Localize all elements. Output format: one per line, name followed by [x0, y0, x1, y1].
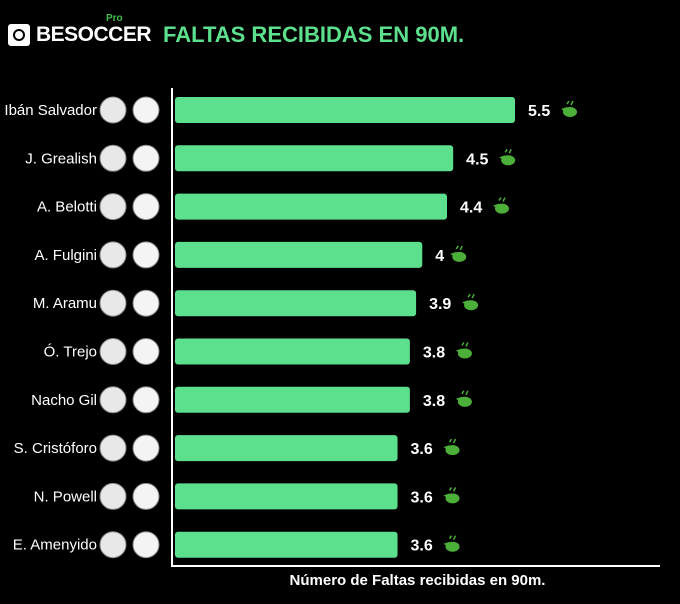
bar	[175, 483, 398, 510]
whistle-icon	[455, 342, 472, 359]
whistle-icon	[443, 438, 460, 456]
player-avatar	[99, 289, 127, 317]
whistle-icon	[455, 390, 472, 407]
bar	[175, 531, 398, 558]
whistle-icon	[499, 148, 516, 166]
club-crest	[132, 241, 160, 269]
player-avatar	[99, 338, 127, 365]
club-crest	[132, 482, 160, 510]
value-label: 4	[435, 248, 444, 265]
category-label: A. Belotti	[37, 199, 97, 216]
bar	[175, 193, 447, 220]
value-label: 3.6	[411, 538, 433, 555]
bar	[175, 290, 417, 317]
whistle-icon	[450, 245, 467, 262]
category-label: S. Cristóforo	[14, 440, 97, 457]
value-label: 5.5	[528, 103, 550, 120]
player-avatar	[99, 96, 127, 124]
category-label: E. Amenyido	[13, 537, 97, 554]
bar	[175, 145, 454, 172]
club-crest	[132, 289, 160, 317]
club-crest	[132, 531, 160, 559]
bar	[175, 435, 398, 462]
category-label: N. Powell	[34, 488, 97, 505]
player-avatar	[99, 193, 127, 221]
player-avatar	[99, 241, 127, 269]
club-crest	[132, 193, 160, 221]
bar	[175, 338, 410, 365]
category-label: J. Grealish	[25, 150, 97, 167]
whistle-icon	[462, 293, 479, 311]
player-avatar	[99, 144, 127, 172]
club-crest	[132, 338, 160, 365]
value-label: 4.4	[460, 200, 482, 217]
value-label: 4.5	[466, 151, 488, 168]
pro-badge: Pro	[106, 13, 123, 24]
header: BESOCCER Pro FALTAS RECIBIDAS EN 90M.	[8, 13, 465, 52]
club-crest	[132, 144, 160, 172]
value-label: 3.9	[429, 296, 451, 313]
brand-text: BESOCCER	[36, 23, 152, 46]
whistle-icon	[443, 486, 460, 504]
player-avatar	[99, 386, 127, 414]
whistle-icon	[561, 100, 577, 117]
value-label: 3.6	[411, 489, 433, 506]
category-label: M. Aramu	[33, 295, 97, 312]
club-crest	[132, 96, 160, 124]
x-axis-label: Número de Faltas recibidas en 90m.	[289, 572, 546, 589]
whistle-icon	[443, 535, 460, 552]
player-avatar	[99, 434, 127, 462]
chart-title: FALTAS RECIBIDAS EN 90M.	[163, 22, 465, 47]
bar	[175, 386, 410, 413]
bar	[175, 241, 423, 268]
category-label: Nacho Gil	[31, 392, 97, 409]
value-label: 3.8	[423, 393, 445, 410]
category-label: Ibán Salvador	[4, 102, 97, 119]
bar	[175, 97, 515, 123]
club-crest	[132, 386, 160, 414]
player-avatar	[99, 531, 127, 559]
whistle-icon	[493, 197, 509, 214]
category-label: A. Fulgini	[34, 247, 97, 264]
player-avatar	[99, 482, 127, 510]
category-label: Ó. Trejo	[44, 344, 97, 361]
value-label: 3.8	[423, 345, 445, 362]
club-crest	[132, 434, 160, 462]
besoccer-logo: BESOCCER Pro	[8, 13, 152, 47]
value-label: 3.6	[411, 441, 433, 458]
